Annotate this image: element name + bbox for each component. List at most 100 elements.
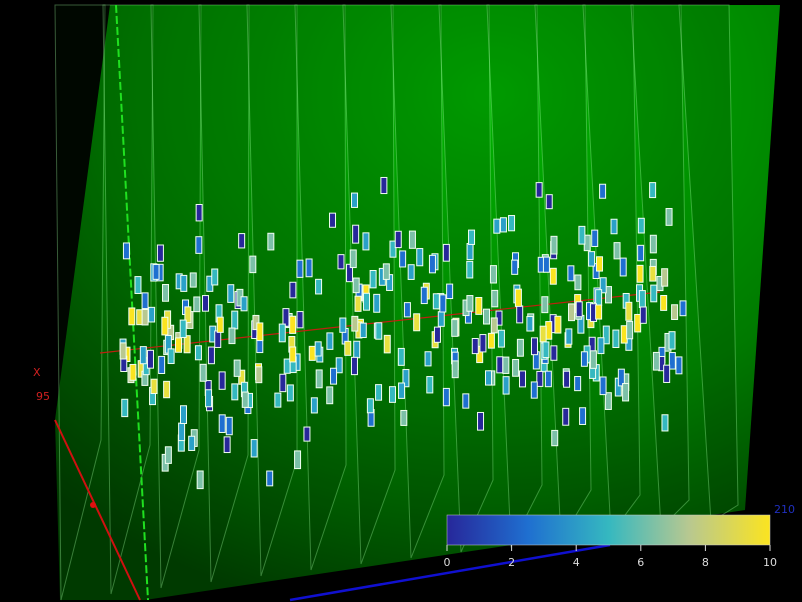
cell [597,257,603,271]
cell [168,349,174,364]
cell [297,312,303,328]
cell [680,301,686,316]
cell [550,268,556,284]
cell [297,260,303,277]
cell [129,308,135,325]
cell [395,231,401,247]
cell [367,399,373,413]
cell [200,364,206,381]
cell [165,447,171,464]
cell [345,341,351,355]
cell [576,302,582,317]
cell [176,338,182,352]
cell [384,335,390,353]
cell [552,430,558,445]
cell [327,333,333,349]
cell [162,317,168,335]
cell [363,293,369,310]
cell [355,296,361,311]
cell [513,359,519,376]
cell [164,381,170,397]
cell [669,332,675,349]
cell [217,317,223,332]
cell [421,287,427,303]
cell [331,368,337,384]
cell [360,323,366,337]
cell [592,230,598,246]
cell [279,324,285,342]
cell [484,309,490,324]
cell [142,293,148,309]
cell [327,387,333,404]
cell [600,377,606,395]
cell [239,234,245,248]
cell [381,177,387,193]
cell [497,357,503,373]
cell [181,275,187,291]
scene: X 95 210 0246810 [0,0,802,602]
cell [242,392,248,407]
cell [268,233,274,250]
axis-label: X [33,366,41,379]
cell [295,451,301,469]
cell [566,329,572,344]
cell [257,323,263,341]
cell [316,370,322,388]
cell [555,316,561,333]
cell [215,331,221,347]
cell [605,393,611,410]
cell [543,257,549,272]
cell [232,311,238,329]
cell [189,436,195,450]
cell [389,387,395,403]
cell [203,296,209,312]
cell [208,347,214,364]
colorbar [447,515,770,545]
cell [527,317,533,331]
cell [569,304,575,321]
cell [669,353,675,370]
cell [469,230,475,244]
cell [536,183,542,198]
cell [627,321,633,338]
cell [598,338,604,354]
cell [250,256,256,273]
cell [551,236,557,254]
cell [206,390,212,407]
cell [564,371,570,387]
cell [219,415,225,433]
cell [637,265,643,282]
cell [290,282,296,298]
cell [488,333,494,348]
cell [662,269,668,286]
cell [354,341,360,358]
cell [363,233,369,250]
cell [151,379,157,393]
cell [551,346,557,360]
cell [650,183,656,198]
tick-label: 2 [508,556,515,569]
cell [662,415,668,431]
cell [404,303,410,317]
cell [414,314,420,331]
cell [638,245,644,260]
cell [579,226,585,244]
cell [490,266,496,283]
cell [142,309,148,324]
z-value-label: 210 [774,503,795,516]
cell [575,275,581,290]
cell [463,394,469,408]
cell [219,372,225,389]
cell [267,471,273,486]
cell [540,326,546,342]
cell [590,351,596,369]
cell [480,335,486,352]
cell [531,338,537,355]
cell [563,408,569,425]
cell [515,289,521,306]
cell [256,367,262,383]
x-value-label: 95 [36,390,50,403]
cell [639,291,645,308]
cell [241,297,247,311]
cell [443,244,449,261]
